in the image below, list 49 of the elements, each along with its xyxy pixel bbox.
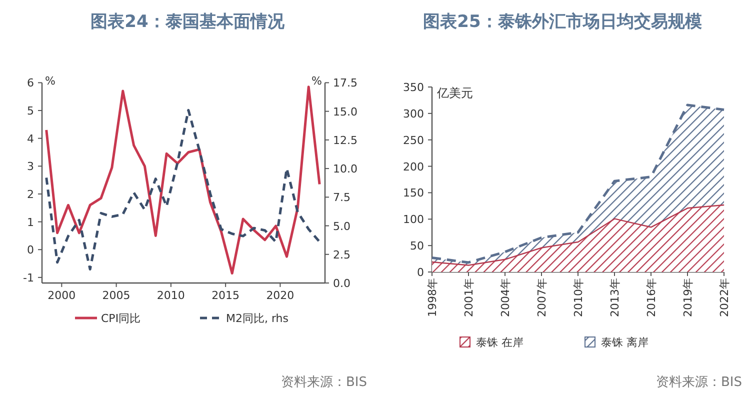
- y-axis-title: %: [45, 74, 56, 88]
- y-axis-title: 亿美元: [436, 86, 473, 100]
- y-tick-label: 250: [403, 134, 424, 147]
- y2-tick-label: 5.0: [333, 220, 350, 233]
- legend-label: 泰铢 离岸: [601, 336, 648, 349]
- x-tick-label: 2000: [48, 289, 76, 302]
- y-tick-label: 100: [403, 213, 424, 226]
- x-tick-label: 2019年: [682, 278, 694, 317]
- x-tick-label: 2016年: [645, 278, 658, 317]
- y-tick-label: 0: [417, 266, 424, 279]
- x-tick-label: 2007年: [536, 278, 548, 317]
- chart-title: 图表25：泰铢外汇市场日均交易规模: [423, 12, 702, 32]
- y-tick-label: 350: [403, 81, 424, 94]
- y2-tick-label: 12.5: [333, 134, 358, 147]
- text: 资料来源：BIS: [280, 375, 367, 390]
- y-tick-label: -1: [23, 271, 34, 284]
- x-tick-label: 2004年: [499, 278, 512, 317]
- y2-axis-title: %: [312, 74, 322, 88]
- legend-label: 泰铢 在岸: [476, 336, 524, 349]
- x-tick-label: 2022年: [718, 278, 731, 317]
- legend-label: CPI同比: [101, 312, 141, 325]
- legend-label: M2同比, rhs: [226, 312, 289, 325]
- y-tick-label: 150: [403, 186, 424, 200]
- x-tick-label: 2010: [156, 289, 185, 302]
- text: 资料来源：BIS: [656, 375, 742, 390]
- y2-tick-label: 15.0: [333, 105, 358, 118]
- y-tick-label: 3: [27, 160, 34, 174]
- y2-tick-label: 7.5: [333, 191, 350, 204]
- y2-tick-label: 2.5: [333, 248, 350, 262]
- y-tick-label: 300: [403, 107, 424, 120]
- y-tick-label: 5: [27, 104, 34, 118]
- y2-tick-label: 0.0: [333, 277, 350, 290]
- y-tick-label: 1: [27, 216, 34, 229]
- chart-title: 图表24：泰国基本面情况: [90, 12, 286, 32]
- y-tick-label: 0: [27, 244, 34, 257]
- x-tick-label: 2005: [102, 289, 130, 302]
- y2-tick-label: 17.5: [333, 76, 358, 90]
- x-tick-label: 2020: [266, 289, 294, 302]
- x-tick-label: 2001年: [462, 278, 476, 317]
- y-tick-label: 4: [27, 132, 34, 146]
- y-tick-label: 200: [403, 160, 424, 174]
- x-tick-label: 1998年: [426, 278, 439, 317]
- y-tick-label: 6: [27, 76, 34, 90]
- x-tick-label: 2013年: [608, 278, 622, 317]
- x-tick-label: 2010年: [572, 278, 585, 317]
- y2-tick-label: 10.0: [333, 162, 358, 176]
- y-tick-label: 50: [410, 240, 424, 253]
- y-tick-label: 2: [27, 188, 34, 201]
- x-tick-label: 2015: [212, 289, 240, 302]
